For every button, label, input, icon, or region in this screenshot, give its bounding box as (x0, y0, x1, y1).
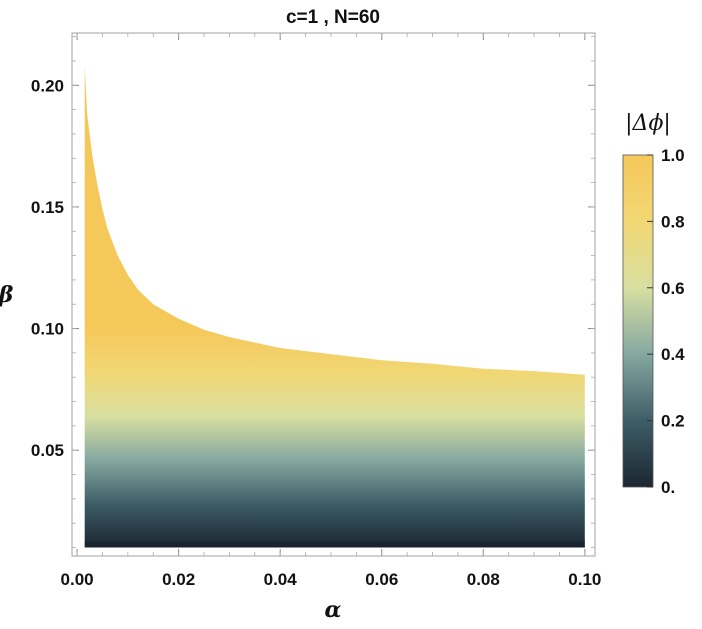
colorbar-tick-label: 0.4 (661, 345, 685, 364)
y-axis-label: β (0, 282, 14, 308)
x-axis: 0.00 0.02 0.04 0.06 0.08 0.10 (61, 33, 601, 589)
colorbar-tick-label: 0.2 (661, 412, 685, 431)
x-tick-label: 0.10 (568, 570, 601, 589)
plot-frame (71, 32, 596, 557)
colorbar-label: |Δϕ| (625, 111, 671, 136)
heatmap-region (84, 65, 585, 548)
y-tick-label: 0.20 (31, 76, 64, 95)
x-tick-label: 0.02 (162, 570, 195, 589)
y-axis: 0.05 0.10 0.15 0.20 (31, 36, 595, 548)
y-tick-label: 0.15 (31, 198, 64, 217)
x-tick-label: 0.08 (467, 570, 500, 589)
colorbar-tick-label: 0.8 (661, 212, 685, 231)
x-tick-label: 0.04 (264, 570, 298, 589)
colorbar (622, 154, 654, 488)
chart-title: c=1 , N=60 (286, 7, 380, 28)
x-axis-label: α (325, 597, 342, 623)
dark-ridge (84, 541, 585, 548)
y-tick-label: 0.10 (31, 320, 64, 339)
colorbar-tick-label: 0. (661, 478, 675, 497)
y-tick-label: 0.05 (31, 441, 64, 460)
x-tick-label: 0.00 (61, 570, 94, 589)
colorbar-tick-label: 1.0 (661, 146, 685, 165)
x-tick-label: 0.06 (365, 570, 398, 589)
colorbar-tick-label: 0.6 (661, 279, 685, 298)
colorbar-axis: 0. 0.2 0.4 0.6 0.8 1.0 (647, 146, 685, 497)
